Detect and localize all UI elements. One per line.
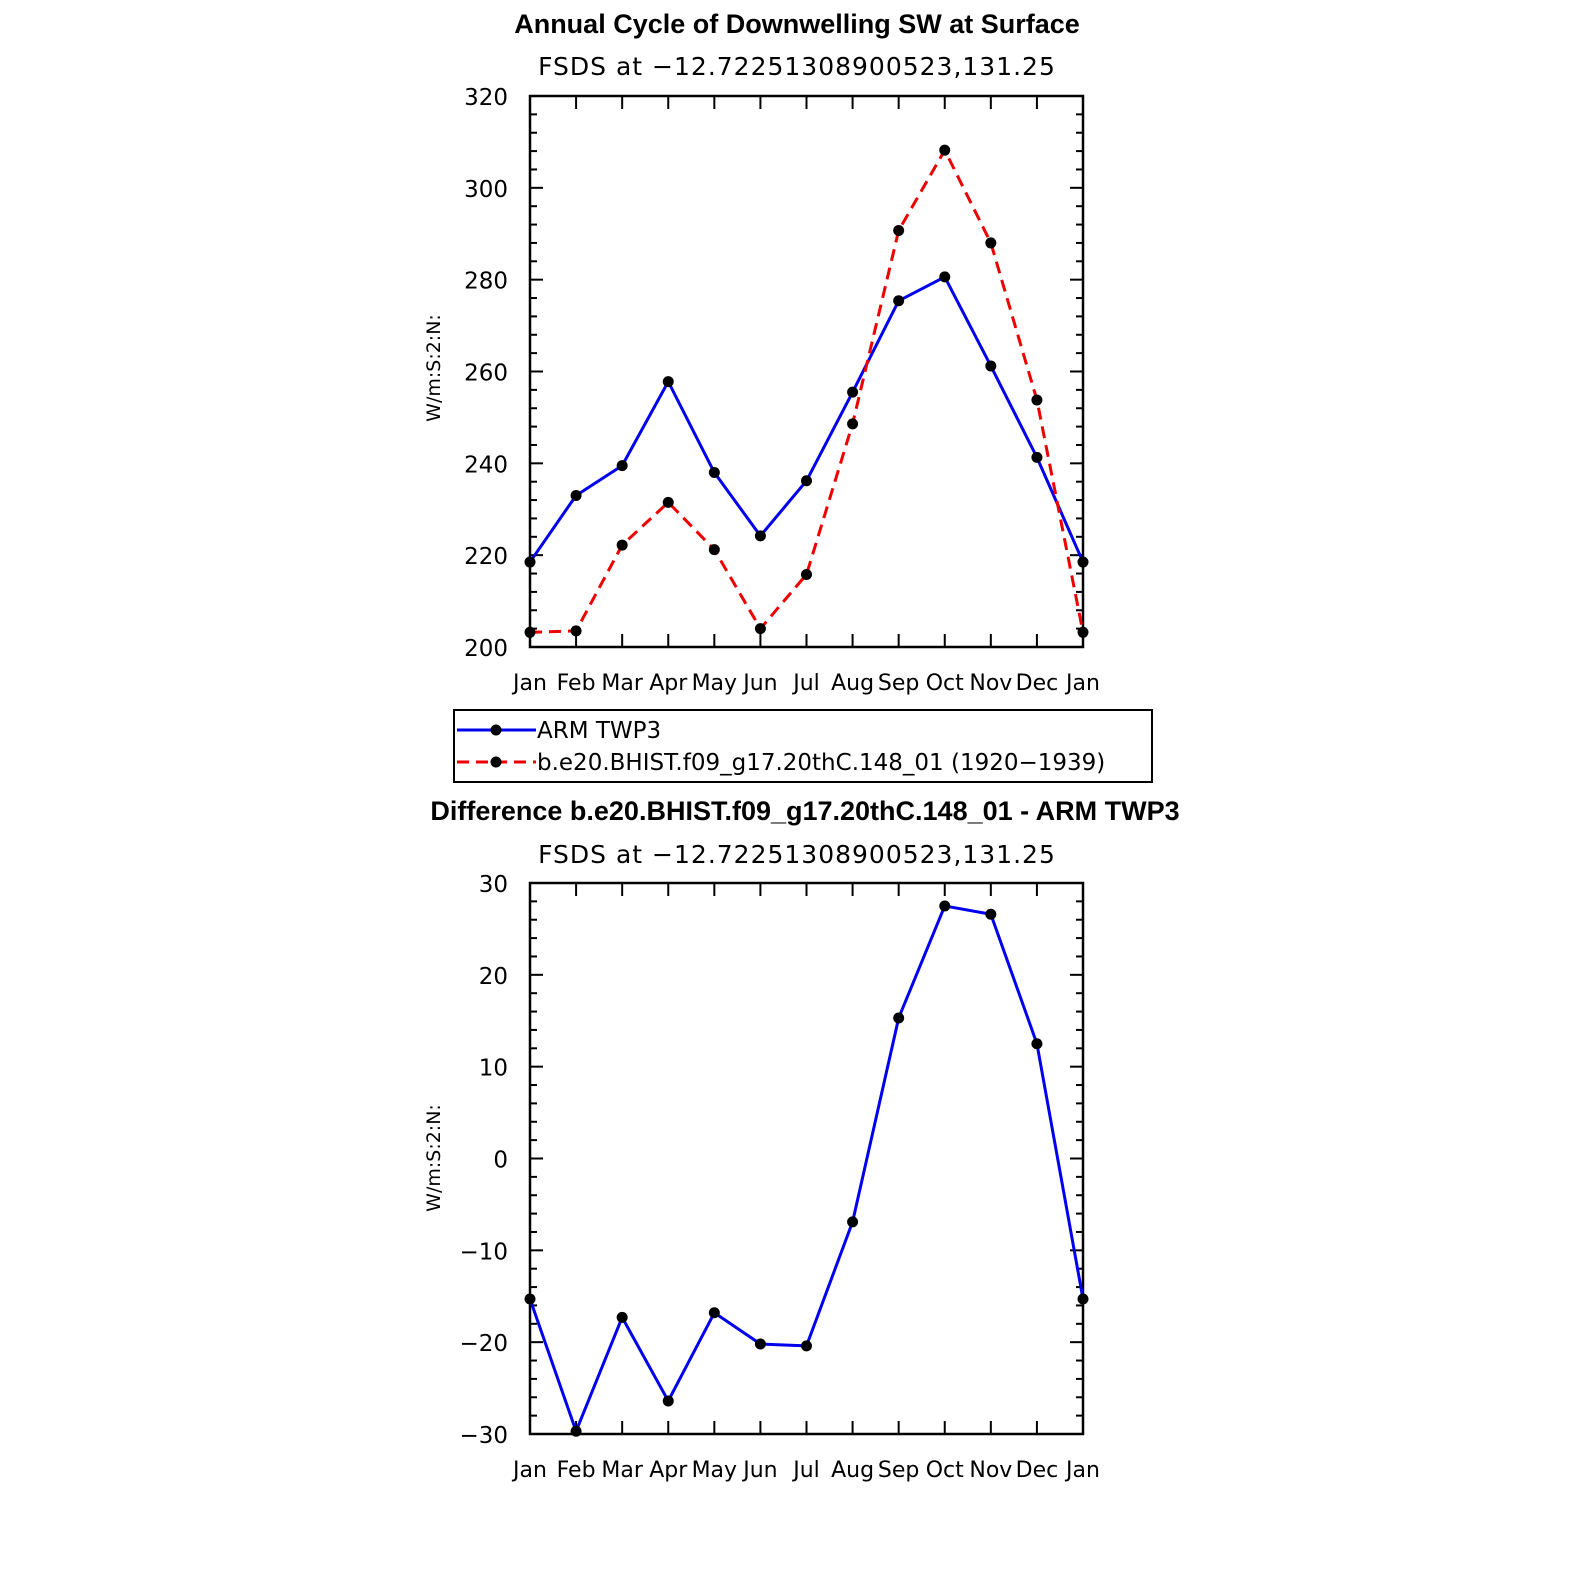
- chart0-series-0-point: [570, 489, 582, 501]
- chart1-series-0-point: [616, 1311, 628, 1323]
- chart1-series-0-point: [570, 1425, 582, 1437]
- chart0-xtick-label: Sep: [878, 671, 919, 696]
- chart0-xtick-label: Jun: [741, 671, 777, 696]
- top-chart-plot: Jan Feb Mar Apr May Jun Jul Aug Sep Oct Nov Dec Jan2…: [464, 85, 1100, 696]
- chart1-ytick-label: −20: [459, 1331, 508, 1357]
- bottom-chart-ylabel: W/m:S:2:N:: [423, 1104, 445, 1212]
- chart1-series-0-point: [1031, 1038, 1043, 1050]
- chart0-ytick-label: 240: [464, 452, 508, 478]
- chart0-series-0-point: [801, 475, 812, 487]
- chart1-series-0-point: [708, 1307, 720, 1319]
- chart0-series-1-point: [754, 623, 766, 635]
- legend-label-model: b.e20.BHIST.f09_g17.20thC.148_01 (1920−1…: [537, 750, 1105, 776]
- chart1-frame: [528, 881, 1085, 1436]
- chart0-xtick-label: Feb: [557, 671, 596, 696]
- chart1-xtick-label: Jun: [741, 1458, 777, 1483]
- chart1-xtick-label: Dec: [1016, 1458, 1059, 1483]
- bottom-chart-title: Difference b.e20.BHIST.f09_g17.20thC.148…: [430, 796, 1179, 826]
- chart0-series-1-point: [524, 626, 536, 638]
- chart1-series-0-point: [754, 1338, 766, 1350]
- chart0-series-1-point: [570, 625, 582, 637]
- bottom-chart-plot: Jan Feb Mar Apr May Jun Jul Aug Sep Oct Nov Dec Jan−…: [459, 872, 1100, 1483]
- legend-label-arm-twp3: ARM TWP3: [537, 718, 661, 744]
- chart1-xtick-label: Apr: [649, 1458, 688, 1483]
- chart1-series-0-point: [939, 900, 951, 912]
- top-chart-subtitle: FSDS at −12.72251308900523,131.25: [538, 52, 1056, 81]
- chart0-xtick-label: Jan: [511, 671, 547, 696]
- chart0-series-0-point: [616, 460, 628, 472]
- chart0-xtick-label: Nov: [969, 671, 1012, 696]
- legend: ARM TWP3 b.e20.BHIST.f09_g17.20thC.148_0…: [453, 709, 1153, 783]
- chart1-series-0-point: [662, 1395, 674, 1407]
- chart1-series-0-point: [524, 1293, 536, 1305]
- chart0-ytick-label: 200: [464, 636, 508, 662]
- chart0-series-1-point: [1077, 626, 1089, 638]
- chart0-series-0-point: [708, 467, 720, 479]
- legend-marker-model: [490, 756, 502, 768]
- chart0-xtick-label: May: [692, 671, 737, 696]
- chart1-ytick-label: 0: [493, 1148, 508, 1174]
- chart1-series-0-point: [801, 1340, 812, 1352]
- chart1-xtick-label: Aug: [831, 1458, 874, 1483]
- chart0-series-1-point: [708, 544, 720, 556]
- chart0-series-0-point: [939, 271, 951, 283]
- chart0-series-1-point: [893, 225, 905, 237]
- chart0-ytick-label: 280: [464, 269, 508, 295]
- chart0-series-1-point: [801, 568, 812, 580]
- chart0-ytick-label: 320: [464, 85, 508, 111]
- chart0-series-0-point: [985, 360, 997, 372]
- chart0-series-0-point: [524, 556, 536, 568]
- chart0-ytick-label: 260: [464, 361, 508, 387]
- chart0-series-0-point: [1077, 556, 1089, 568]
- chart1-ytick-label: 30: [479, 872, 508, 898]
- chart0-series-1-point: [616, 539, 628, 551]
- chart1-xtick-label: May: [692, 1458, 737, 1483]
- legend-marker-arm-twp3: [490, 724, 502, 736]
- chart0-series-0-point: [1031, 451, 1043, 463]
- chart0-series-0-line: [528, 275, 1085, 563]
- chart1-ytick-label: −30: [459, 1423, 508, 1449]
- chart1-series-0-line: [528, 904, 1085, 1433]
- chart0-series-0-point: [893, 295, 905, 307]
- chart0-xtick-label: Oct: [926, 671, 964, 696]
- chart0-xtick-label: Aug: [831, 671, 874, 696]
- chart1-xtick-label: Sep: [878, 1458, 919, 1483]
- chart0-xtick-label: Dec: [1016, 671, 1059, 696]
- chart1-series-0-point: [893, 1012, 905, 1024]
- chart0-series-1-line: [529, 148, 1085, 634]
- chart1-xtick-label: Jan: [1064, 1458, 1100, 1483]
- chart1-xtick-label: Jan: [511, 1458, 547, 1483]
- chart0-xtick-label: Apr: [649, 671, 688, 696]
- chart1-xtick-label: Feb: [557, 1458, 596, 1483]
- chart0-series-1-point: [985, 237, 997, 249]
- chart1-xtick-label: Jul: [791, 1458, 820, 1483]
- chart0-xtick-label: Mar: [601, 671, 643, 696]
- chart1-xtick-label: Oct: [926, 1458, 964, 1483]
- chart1-series-0-point: [985, 908, 997, 920]
- chart1-series-0-point: [1077, 1293, 1089, 1305]
- legend-box: [453, 709, 1153, 783]
- chart0-series-0-point: [754, 530, 766, 542]
- chart0-series-1-point: [939, 144, 951, 156]
- chart0-xtick-label: Jul: [791, 671, 820, 696]
- chart0-series-0-point: [847, 386, 859, 398]
- chart1-ytick-label: −10: [459, 1239, 508, 1265]
- chart0-ytick-label: 220: [464, 544, 508, 570]
- chart0-ytick-label: 300: [464, 177, 508, 203]
- top-chart-ylabel: W/m:S:2:N:: [423, 314, 445, 422]
- bottom-chart-subtitle: FSDS at −12.72251308900523,131.25: [538, 840, 1056, 869]
- chart0-xtick-label: Jan: [1064, 671, 1100, 696]
- chart0-series-1-point: [847, 418, 859, 430]
- chart0-series-1-point: [1031, 394, 1043, 406]
- chart1-series-0-point: [847, 1216, 859, 1228]
- chart1-ytick-label: 20: [479, 964, 508, 990]
- top-chart-title: Annual Cycle of Downwelling SW at Surfac…: [514, 9, 1080, 39]
- chart0-series-1-point: [662, 496, 674, 508]
- chart1-ytick-label: 10: [479, 1056, 508, 1082]
- chart1-xtick-label: Mar: [601, 1458, 643, 1483]
- chart1-xtick-label: Nov: [969, 1458, 1012, 1483]
- chart0-series-0-point: [662, 376, 674, 388]
